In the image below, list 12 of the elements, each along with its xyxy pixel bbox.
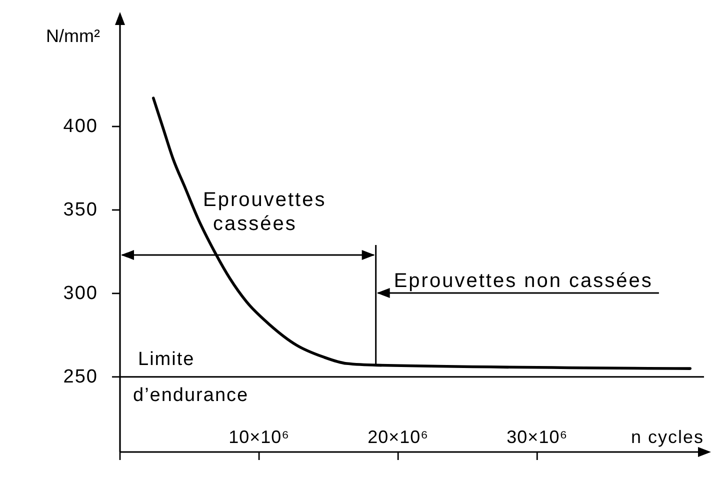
- x-tick-label: 20×10⁶: [368, 427, 429, 447]
- y-axis-title: N/mm²: [46, 26, 100, 46]
- annotation: Eprouvettes cassées: [203, 189, 326, 235]
- x-axis-title: n cycles: [630, 427, 704, 447]
- y-tick-label: 400: [63, 116, 98, 137]
- x-tick-label: 30×10⁶: [506, 427, 568, 447]
- y-tick-label: 250: [63, 366, 98, 388]
- y-tick-label: 300: [63, 282, 98, 304]
- x-tick-label: 10×10⁶: [228, 427, 290, 447]
- annotation: Eprouvettes non cassées: [394, 270, 653, 292]
- ref-line-label: Limite d’endurance: [133, 348, 249, 406]
- y-tick-label: 350: [63, 199, 98, 220]
